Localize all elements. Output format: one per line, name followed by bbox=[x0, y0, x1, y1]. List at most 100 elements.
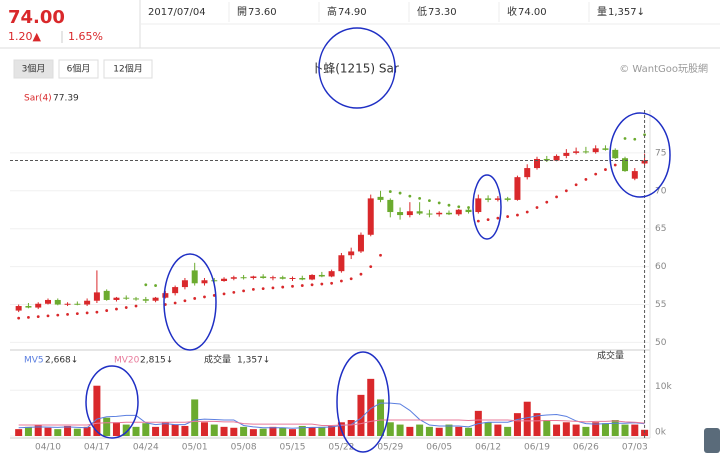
volume-bar bbox=[425, 426, 433, 436]
x-tick-label: 04/24 bbox=[133, 443, 159, 453]
sar-dot bbox=[320, 282, 324, 286]
volume-bar bbox=[357, 394, 365, 436]
volume-bar bbox=[210, 424, 218, 436]
candle-body bbox=[162, 293, 169, 298]
sar-dot bbox=[232, 290, 236, 294]
volume-bar bbox=[543, 420, 551, 436]
range-button[interactable] bbox=[13, 59, 54, 79]
volume-bar bbox=[220, 426, 228, 436]
y-tick-label: 50 bbox=[655, 338, 667, 348]
x-tick-label: 05/29 bbox=[377, 443, 403, 453]
sar-dot bbox=[281, 285, 285, 289]
volume-bar bbox=[191, 399, 199, 436]
volume-bar bbox=[631, 424, 639, 436]
y-tick-label: 60 bbox=[655, 262, 667, 272]
range-label[interactable]: 12個月 bbox=[113, 63, 142, 75]
volume-bar bbox=[259, 428, 267, 436]
volume-bar bbox=[611, 420, 619, 436]
sar-dot bbox=[467, 206, 470, 209]
candle-body bbox=[191, 270, 198, 284]
volume-bar bbox=[181, 425, 189, 436]
side-widget[interactable] bbox=[704, 428, 720, 453]
candle-body bbox=[622, 158, 629, 172]
volume-bar bbox=[318, 426, 326, 436]
candle-body bbox=[64, 303, 71, 305]
candle-body bbox=[348, 251, 355, 256]
volume-bar bbox=[93, 385, 101, 436]
sar-dot bbox=[330, 281, 334, 285]
candle-body bbox=[250, 276, 257, 278]
volume-bar bbox=[377, 399, 385, 436]
candle-body bbox=[416, 211, 423, 214]
field-label: 量 bbox=[597, 6, 607, 18]
sar-dot bbox=[124, 306, 128, 309]
volume-bar bbox=[152, 426, 160, 436]
sar-dot bbox=[340, 279, 343, 283]
mv-line bbox=[18, 402, 645, 429]
volume-bar bbox=[122, 424, 130, 436]
sar-dot bbox=[613, 163, 617, 167]
volume-bar bbox=[504, 426, 512, 436]
volume-bar bbox=[132, 426, 140, 436]
volume-bar bbox=[15, 429, 23, 436]
range-button[interactable] bbox=[103, 59, 153, 79]
volume-bar bbox=[406, 426, 414, 436]
volume-bar bbox=[592, 422, 600, 436]
range-label[interactable]: 3個月 bbox=[22, 63, 46, 75]
volume-bar bbox=[347, 420, 355, 436]
range-label[interactable]: 6個月 bbox=[67, 63, 91, 75]
candle-body bbox=[524, 168, 531, 178]
candle-body bbox=[211, 280, 218, 282]
sar-dot bbox=[545, 200, 549, 204]
y-tick-label: 70 bbox=[655, 186, 667, 196]
range-toolbar: 3個月 6個月 12個月 bbox=[13, 59, 153, 79]
candle-body bbox=[133, 298, 140, 300]
volume-bar bbox=[298, 425, 306, 436]
annotation-circle bbox=[472, 174, 502, 240]
volume-bar bbox=[73, 428, 81, 436]
volume-bar bbox=[386, 422, 394, 436]
volume-bar bbox=[230, 427, 238, 436]
field-value: 73.60 bbox=[248, 7, 277, 18]
range-button[interactable] bbox=[58, 59, 99, 79]
volume-bar bbox=[328, 425, 336, 436]
volume-bar bbox=[200, 422, 208, 436]
sar-dot bbox=[359, 272, 363, 276]
legend-value: 2,668↓ bbox=[45, 356, 78, 366]
x-tick-label: 06/26 bbox=[573, 443, 599, 453]
candle-body bbox=[631, 171, 638, 179]
sar-dot bbox=[379, 253, 382, 257]
candle-body bbox=[172, 287, 179, 294]
volume-bar bbox=[171, 424, 179, 436]
price: 74.00 bbox=[8, 7, 65, 28]
candle-body bbox=[436, 212, 443, 215]
annotations bbox=[85, 27, 671, 453]
y-tick-label: 65 bbox=[655, 224, 666, 234]
volume-bar bbox=[513, 413, 521, 436]
field-value: 74.00 bbox=[518, 7, 547, 18]
indicator-value: 77.39 bbox=[53, 94, 79, 104]
candle-body bbox=[338, 255, 345, 272]
sar-dot bbox=[525, 210, 529, 214]
volume-bar bbox=[445, 424, 453, 436]
sar-dot bbox=[516, 213, 519, 217]
candle-body bbox=[240, 277, 247, 279]
sar-dot bbox=[115, 307, 118, 311]
change: 1.20▲ bbox=[8, 30, 41, 43]
sar-dot bbox=[584, 178, 588, 181]
sar-dot bbox=[633, 137, 637, 141]
field-label: 開 bbox=[237, 6, 247, 18]
volume-bar bbox=[308, 427, 316, 436]
sar-dot bbox=[369, 265, 373, 269]
candle-body bbox=[84, 300, 91, 305]
sar-dot bbox=[623, 137, 627, 140]
sar-dot bbox=[261, 287, 265, 290]
volume-bar bbox=[572, 424, 580, 436]
volume-bar bbox=[396, 424, 404, 436]
legend-value: 2,815↓ bbox=[140, 356, 173, 366]
volume-bar bbox=[621, 424, 629, 436]
field-value: 1,357↓ bbox=[608, 7, 645, 18]
x-tick-label: 06/19 bbox=[524, 443, 550, 453]
y-tick-label: 55 bbox=[655, 300, 666, 310]
